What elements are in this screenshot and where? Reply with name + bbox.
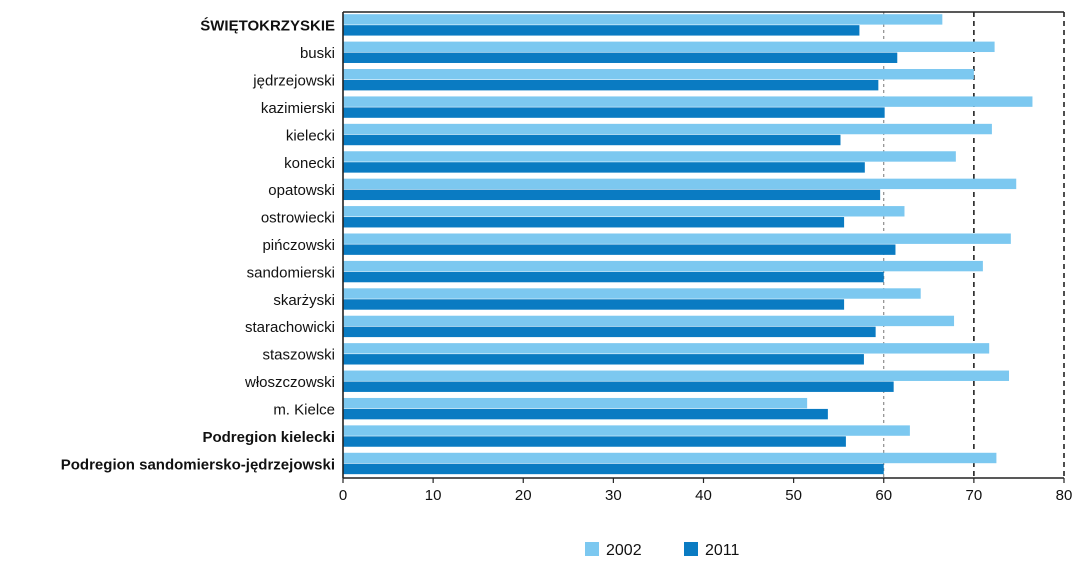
legend-label-2011: 2011 (705, 542, 740, 559)
bar-2002-9 (343, 233, 1011, 244)
bar-2011-10 (343, 271, 884, 283)
bar-2011-12 (343, 326, 876, 338)
bar-2002-14 (343, 370, 1010, 381)
bars (343, 14, 1033, 475)
x-tick-label-20: 20 (515, 487, 532, 504)
x-tick-label-30: 30 (605, 487, 622, 504)
bar-2011-9 (343, 244, 896, 255)
reference-lines (883, 12, 1065, 478)
category-label-17: Podregion sandomiersko-jędrzejowski (61, 456, 335, 473)
x-tick-label-70: 70 (966, 487, 983, 504)
bar-2011-17 (343, 463, 884, 475)
bar-2002-7 (343, 178, 1017, 190)
bar-2002-11 (343, 288, 921, 299)
category-label-7: opatowski (268, 182, 335, 199)
category-label-10: sandomierski (247, 264, 335, 281)
bar-2002-13 (343, 343, 990, 354)
category-label-11: skarżyski (273, 292, 335, 309)
category-label-13: staszowski (262, 347, 335, 364)
legend: 2002 2011 (585, 542, 740, 559)
category-label-14: włoszczowski (244, 374, 335, 391)
category-label-3: jędrzejowski (252, 73, 335, 90)
bar-2002-15 (343, 397, 808, 409)
bar-2002-8 (343, 206, 905, 217)
bar-2011-4 (343, 107, 885, 118)
x-tick-labels: 0 10 20 30 40 50 60 70 80 (339, 487, 1073, 504)
bar-2011-13 (343, 354, 864, 365)
bar-2002-16 (343, 425, 910, 436)
bar-2011-7 (343, 189, 881, 201)
x-tick-label-80: 80 (1056, 487, 1073, 504)
x-tick-label-50: 50 (785, 487, 802, 504)
bar-2002-5 (343, 123, 992, 135)
category-label-16: Podregion kielecki (202, 429, 335, 446)
category-label-2: buski (300, 45, 335, 62)
bar-2011-16 (343, 436, 846, 447)
bar-2002-2 (343, 41, 995, 53)
bar-2011-3 (343, 79, 879, 91)
legend-swatch-2002 (585, 542, 599, 556)
bar-2002-3 (343, 69, 974, 80)
legend-label-2002: 2002 (606, 542, 642, 559)
legend-swatch-2011 (684, 542, 698, 556)
category-label-8: ostrowiecki (261, 210, 335, 227)
category-label-5: kielecki (286, 127, 335, 144)
category-label-15: m. Kielce (273, 401, 335, 418)
x-tick-label-10: 10 (425, 487, 442, 504)
bar-2011-1 (343, 25, 860, 36)
bar-2002-6 (343, 151, 956, 162)
category-labels: ŚWIĘTOKRZYSKIE buski jędrzejowski kazimiers… (61, 17, 335, 474)
bar-2011-6 (343, 162, 865, 173)
category-label-4: kazimierski (261, 100, 335, 117)
bar-2011-11 (343, 299, 845, 310)
x-tick-label-60: 60 (875, 487, 892, 504)
bar-2011-14 (343, 381, 894, 392)
x-tick-label-0: 0 (339, 487, 347, 504)
bar-2011-15 (343, 408, 828, 420)
category-label-12: starachowicki (245, 319, 335, 336)
bar-2011-5 (343, 134, 841, 146)
category-label-1: ŚWIĘTOKRZYSKIE (200, 17, 335, 35)
bar-2002-12 (343, 315, 955, 327)
bar-2002-10 (343, 260, 983, 272)
bar-2002-1 (343, 14, 943, 25)
category-label-6: konecki (284, 155, 335, 172)
bar-2011-2 (343, 52, 898, 63)
axes (342, 11, 1065, 483)
bar-2002-4 (343, 96, 1033, 107)
x-tick-label-40: 40 (695, 487, 712, 504)
bar-2011-8 (343, 217, 845, 228)
bar-2002-17 (343, 452, 997, 464)
category-label-9: pińczowski (262, 237, 335, 254)
